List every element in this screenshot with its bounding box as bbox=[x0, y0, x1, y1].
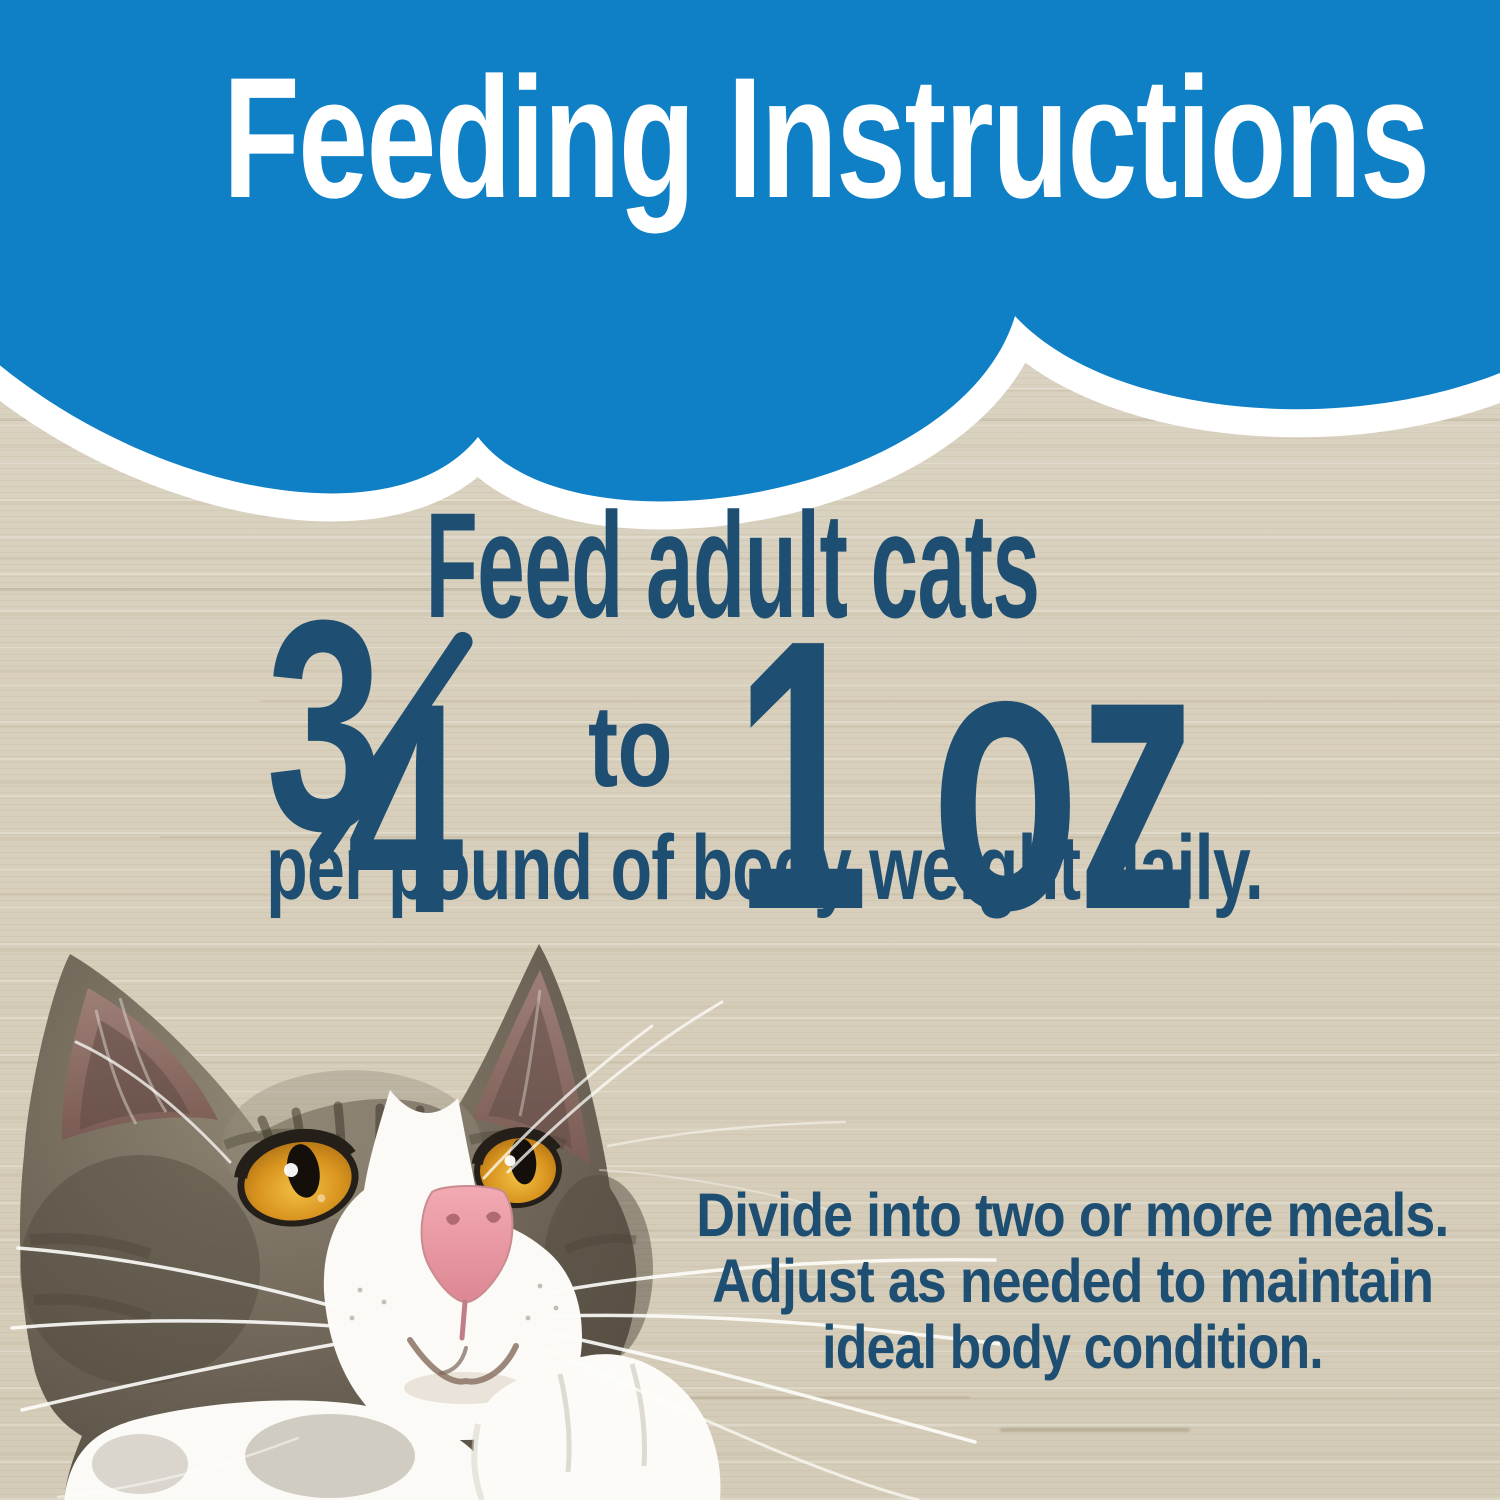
cat-left-eye bbox=[234, 1129, 359, 1227]
cloud-banner bbox=[0, 0, 1500, 530]
fraction-numerator: 3 bbox=[266, 557, 383, 893]
cat-photo bbox=[10, 944, 1000, 1500]
wood-grain-line bbox=[0, 588, 820, 591]
feed-intro-line: Feed adult cats bbox=[0, 490, 1500, 640]
page-title: Feeding Instructions bbox=[0, 52, 1500, 224]
cat-whiskers bbox=[10, 1000, 1000, 1500]
amount-max: 1 oz bbox=[734, 559, 1198, 990]
fraction-denominator: 4 bbox=[347, 640, 464, 976]
weight-basis-text: per pound of body weight daily. bbox=[266, 817, 1265, 919]
wood-grain-line bbox=[540, 1396, 970, 1399]
note-line-2: Adjust as needed to maintain bbox=[711, 1247, 1434, 1315]
wood-grain-line bbox=[600, 980, 1500, 982]
cat-nose bbox=[420, 1185, 514, 1341]
feed-intro-text: Feed adult cats bbox=[425, 481, 1039, 649]
cat-right-ear bbox=[472, 970, 590, 1165]
note-block: Divide into two or more meals. Adjust as… bbox=[645, 1182, 1500, 1380]
weight-basis-line: per pound of body weight daily. bbox=[0, 822, 1500, 914]
cat-mouth bbox=[349, 1283, 559, 1385]
cat-paw bbox=[471, 1354, 721, 1500]
wood-grain-line bbox=[160, 836, 1140, 838]
page-title-text: Feeding Instructions bbox=[222, 42, 1430, 234]
wood-grain-line bbox=[260, 700, 1500, 702]
cloud-shape-icon bbox=[0, 0, 1500, 502]
wood-grain-smudge bbox=[1000, 1428, 1190, 1432]
note-line-1: Divide into two or more meals. bbox=[696, 1181, 1449, 1249]
note-line-3: ideal body condition. bbox=[822, 1313, 1323, 1381]
amount-connector: to bbox=[588, 681, 673, 811]
